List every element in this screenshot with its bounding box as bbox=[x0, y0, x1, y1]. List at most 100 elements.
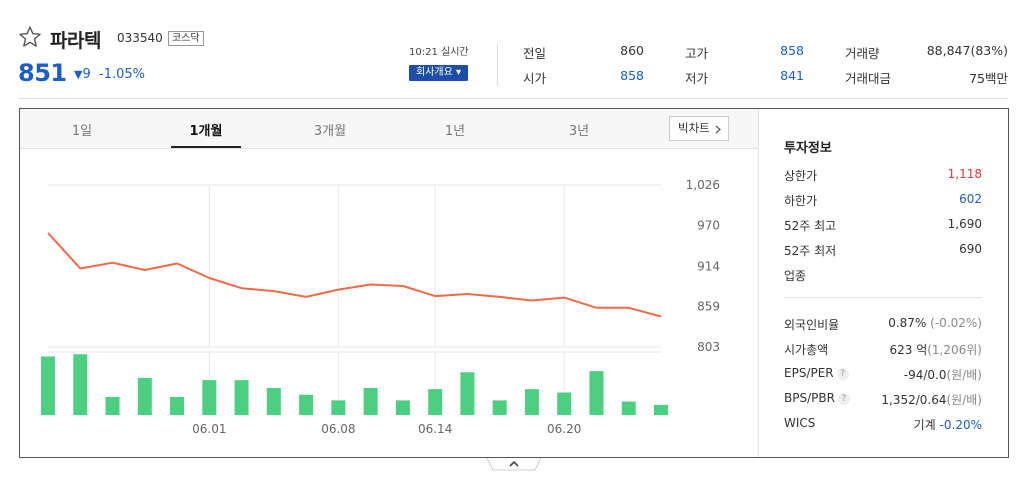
y-tick-label: 914 bbox=[697, 259, 720, 273]
volume-bar bbox=[557, 392, 572, 415]
low52-label: 52주 최저 bbox=[784, 244, 837, 258]
price-change: ▼9 -1.05% bbox=[74, 67, 145, 82]
volume-bar bbox=[202, 380, 217, 415]
price-chart[interactable]: 06.01 06.08 06.14 06.20 1,026 970 914 859 803 bbox=[20, 150, 758, 458]
industry-label: 업종 bbox=[784, 269, 807, 283]
foreign-ratio-value: 0.87% (-0.02%) bbox=[888, 316, 982, 330]
lower-limit-value: 602 bbox=[959, 192, 982, 206]
tab-3month[interactable]: 3개월 bbox=[313, 124, 347, 139]
big-chart-button[interactable]: 빅차트 bbox=[669, 116, 729, 141]
volume-bar bbox=[137, 377, 152, 415]
chevron-right-icon bbox=[715, 125, 721, 134]
market-cap-rank: (1,206위) bbox=[927, 343, 982, 357]
stock-name: 파라텍 bbox=[50, 30, 101, 52]
wics-change: -0.20% bbox=[939, 418, 982, 432]
stock-header: 파라텍 033540 코스닥 851 ▼9 -1.05% 10:21 실시간 회… bbox=[0, 0, 1028, 98]
industry-row: 업종 bbox=[784, 267, 982, 283]
prev-close-value: 860 bbox=[620, 43, 644, 58]
x-tick-label: 06.14 bbox=[418, 422, 452, 436]
change-percent: -1.05% bbox=[99, 67, 146, 82]
eps-per-unit: (원/배) bbox=[946, 368, 983, 382]
panel-divider bbox=[758, 109, 759, 457]
foreign-ratio-label: 외국인비율 bbox=[784, 318, 840, 332]
prev-close-label: 전일 bbox=[523, 46, 547, 61]
market-cap-label: 시가총액 bbox=[784, 343, 829, 357]
wics-label: WICS bbox=[784, 416, 816, 430]
stock-code: 033540 bbox=[117, 31, 163, 45]
low-value: 841 bbox=[780, 68, 804, 83]
current-price: 851 bbox=[18, 59, 67, 87]
volume-bar bbox=[299, 394, 314, 415]
volume-bar bbox=[105, 397, 120, 415]
favorite-star-icon[interactable] bbox=[18, 25, 42, 49]
volume-bar bbox=[170, 397, 185, 415]
realtime-label: 10:21 실시간 bbox=[409, 47, 469, 58]
high-value: 858 bbox=[780, 43, 804, 58]
high52-row: 52주 최고 1,690 bbox=[784, 217, 982, 233]
company-overview-button[interactable]: 회사개요 ▾ bbox=[409, 65, 468, 81]
volume-bar bbox=[654, 404, 668, 415]
volume-value: 88,847(83%) bbox=[926, 43, 1008, 58]
price-line bbox=[47, 232, 662, 318]
x-tick-label: 06.01 bbox=[192, 422, 226, 436]
bps-pbr-label: BPS/PBR? bbox=[784, 391, 850, 405]
foreign-ratio-row: 외국인비율 0.87% (-0.02%) bbox=[784, 316, 982, 332]
tab-1day[interactable]: 1일 bbox=[71, 124, 93, 139]
bps-pbr-unit: (원/배) bbox=[946, 393, 983, 407]
market-badge: 코스닥 bbox=[168, 31, 204, 46]
tab-1year[interactable]: 1년 bbox=[444, 124, 466, 139]
trade-amount-label: 거래대금 bbox=[845, 71, 892, 86]
bps-pbr-row: BPS/PBR? 1,352/0.64(원/배) bbox=[784, 391, 982, 407]
volume-bar bbox=[363, 388, 378, 415]
eps-per-row: EPS/PER? -94/0.0(원/배) bbox=[784, 366, 982, 382]
investment-info: 투자정보 상한가 1,118 하한가 602 52주 최고 1,690 52주 … bbox=[759, 109, 1009, 457]
bps-pbr-number: 1,352/0.64 bbox=[881, 393, 947, 407]
volume-bar bbox=[41, 356, 55, 415]
open-value: 858 bbox=[620, 68, 644, 83]
tab-1month[interactable]: 1개월 bbox=[189, 124, 223, 139]
x-tick-label: 06.20 bbox=[547, 422, 581, 436]
y-tick-label: 970 bbox=[697, 219, 720, 233]
bps-pbr-value: 1,352/0.64(원/배) bbox=[881, 391, 982, 408]
help-icon[interactable]: ? bbox=[836, 368, 849, 380]
info-divider bbox=[784, 297, 982, 298]
collapse-toggle[interactable] bbox=[486, 457, 542, 472]
eps-per-number: -94/0.0 bbox=[903, 368, 947, 382]
x-tick-label: 06.08 bbox=[321, 422, 355, 436]
y-tick-label: 1,026 bbox=[686, 178, 720, 192]
volume-bar bbox=[266, 388, 281, 415]
eps-per-text: EPS/PER bbox=[784, 366, 834, 380]
lower-limit-label: 하한가 bbox=[784, 194, 818, 208]
market-cap-row: 시가총액 623 억(1,206위) bbox=[784, 341, 982, 357]
market-cap-value: 623 억(1,206위) bbox=[889, 341, 982, 358]
low52-value: 690 bbox=[959, 242, 982, 256]
upper-limit-value: 1,118 bbox=[947, 167, 982, 181]
upper-limit-label: 상한가 bbox=[784, 169, 818, 183]
wics-value[interactable]: 기계 -0.20% bbox=[914, 416, 982, 433]
tab-3year[interactable]: 3년 bbox=[568, 124, 590, 139]
wics-sector: 기계 bbox=[913, 418, 936, 432]
wics-row: WICS 기계 -0.20% bbox=[784, 416, 982, 432]
price-chart-svg: 06.01 06.08 06.14 06.20 1,026 970 914 859 803 bbox=[41, 178, 720, 436]
upper-limit-row: 상한가 1,118 bbox=[784, 167, 982, 183]
help-icon[interactable]: ? bbox=[837, 393, 850, 405]
high-label: 고가 bbox=[685, 46, 709, 61]
high52-value: 1,690 bbox=[947, 217, 982, 231]
change-amount: 9 bbox=[82, 67, 91, 82]
foreign-ratio-change: (-0.02%) bbox=[930, 316, 982, 330]
volume-bar bbox=[589, 371, 604, 415]
bps-pbr-text: BPS/PBR bbox=[784, 391, 835, 405]
header-divider bbox=[18, 98, 1008, 99]
volume-bar bbox=[395, 400, 410, 415]
divider bbox=[497, 44, 498, 86]
volume-label: 거래량 bbox=[845, 46, 880, 61]
low-label: 저가 bbox=[685, 71, 709, 86]
open-label: 시가 bbox=[523, 71, 547, 86]
down-arrow-icon: ▼ bbox=[74, 68, 83, 81]
low52-row: 52주 최저 690 bbox=[784, 242, 982, 258]
lower-limit-row: 하한가 602 bbox=[784, 192, 982, 208]
volume-bar bbox=[331, 400, 346, 415]
volume-bar bbox=[460, 372, 475, 415]
eps-per-value: -94/0.0(원/배) bbox=[904, 366, 982, 383]
volume-bar bbox=[73, 354, 88, 415]
